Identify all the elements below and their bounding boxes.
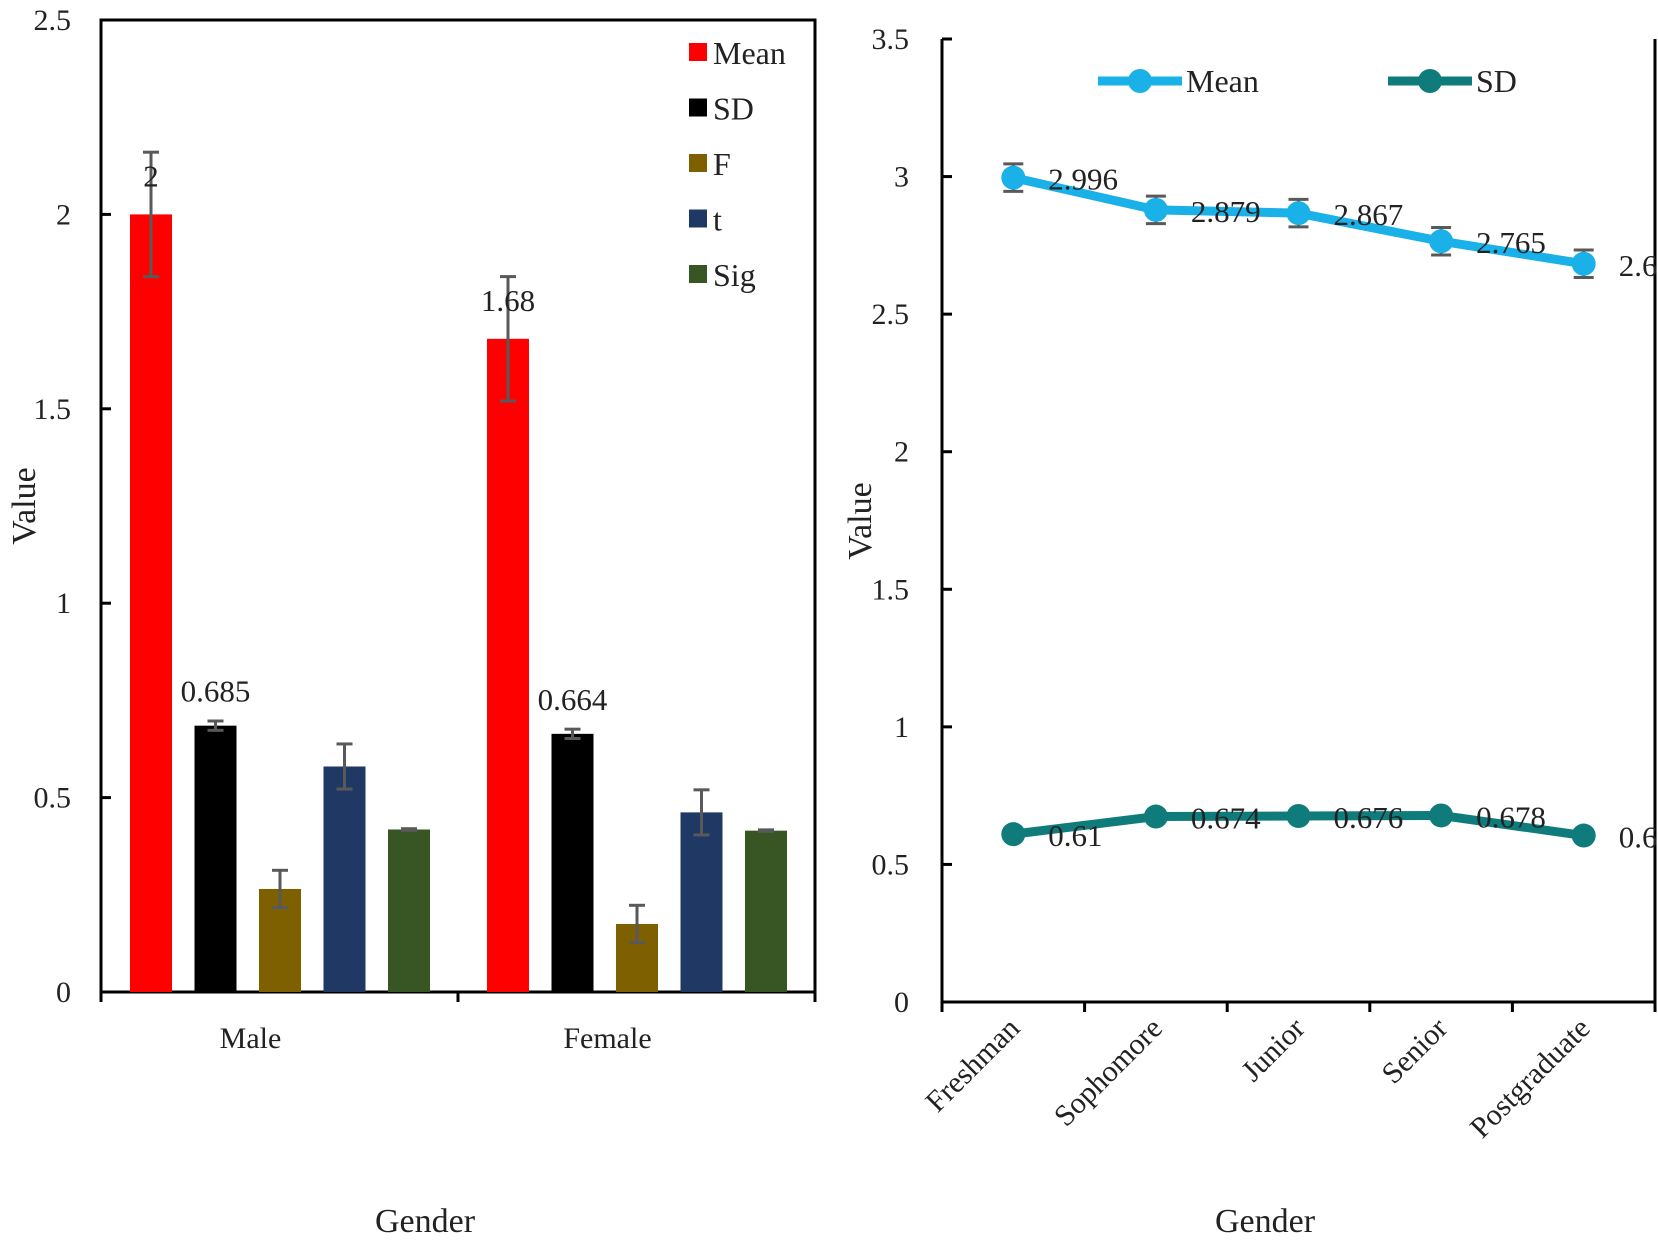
bar-sd-male [194, 725, 237, 992]
bar-chart-gender: 2 1.68 0.685 0.664 0 0.5 1 1.5 2 2.5 Male Female Gen… [6, 4, 817, 1240]
legend-swatch-f [689, 154, 707, 172]
data-label-mean-postgraduate: 2.683 [1619, 248, 1658, 283]
y-axis-title: Value [6, 467, 43, 544]
bar-sig-male [388, 829, 430, 992]
bar-mean-female [487, 338, 529, 992]
marker-sd-junior [1286, 804, 1311, 829]
data-label-mean-senior: 2.765 [1476, 225, 1546, 260]
marker-sd-freshman [1001, 822, 1026, 847]
legend-label-f: F [713, 146, 731, 182]
legend-label-mean: Mean [1186, 63, 1259, 99]
marker-mean-junior [1286, 201, 1311, 226]
y-tick-label: 0 [56, 976, 71, 1009]
data-label-sd-freshman: 0.61 [1048, 818, 1102, 853]
x-axis-title: Gender [1215, 1203, 1316, 1240]
marker-mean-sophomore [1143, 197, 1168, 222]
marker-sd-senior [1429, 803, 1454, 828]
legend-swatch-sig [689, 265, 707, 283]
y-tick-label: 0.5 [34, 782, 72, 815]
data-label-mean-freshman: 2.996 [1048, 162, 1118, 197]
legend-swatch-t [689, 209, 707, 228]
legend-swatch-mean [689, 43, 707, 61]
data-label-sd-sophomore: 0.674 [1191, 801, 1261, 836]
data-label-sd-female: 0.664 [538, 682, 608, 717]
y-tick-label: 2.5 [872, 298, 910, 331]
data-label-mean-male: 2 [143, 158, 159, 193]
data-label-sd-postgraduate: 0.605 [1619, 820, 1658, 855]
bar-mean-male [130, 214, 172, 992]
marker-mean-freshman [1001, 165, 1026, 190]
y-tick-label: 3.5 [872, 23, 910, 56]
y-tick-label: 0 [894, 986, 909, 1019]
y-tick-label: 2 [894, 436, 909, 469]
legend-label-sd: SD [1476, 63, 1517, 99]
x-tick-label-senior: Senior [1375, 1012, 1454, 1091]
legend-marker-sd [1418, 69, 1442, 93]
legend-label-sd: SD [713, 91, 754, 127]
data-label-mean-female: 1.68 [481, 283, 535, 318]
y-tick-label: 1.5 [34, 393, 72, 426]
legend-label-sig: Sig [713, 257, 756, 293]
legend-swatch-sd [689, 98, 707, 117]
bar-t-female [680, 812, 723, 992]
data-label-mean-sophomore: 2.879 [1191, 194, 1261, 229]
line-chart-grade: 0 0.5 1 1.5 2 2.5 3 3.5 Freshman Sophomore Junior S… [842, 23, 1658, 1240]
legend-marker-mean [1128, 69, 1152, 93]
data-label-sd-male: 0.685 [181, 674, 251, 709]
y-tick-label: 2.5 [34, 4, 72, 37]
x-tick-label-sophomore: Sophomore [1048, 1012, 1169, 1133]
y-tick-label: 3 [894, 161, 909, 194]
marker-mean-senior [1429, 229, 1454, 254]
x-tick-label-postgraduate: Postgraduate [1464, 1012, 1597, 1145]
legend-label-mean: Mean [713, 35, 786, 71]
y-tick-label: 0.5 [872, 848, 910, 881]
data-label-sd-senior: 0.678 [1476, 799, 1546, 834]
x-tick-label-male: Male [220, 1022, 282, 1055]
data-label-sd-junior: 0.676 [1334, 800, 1404, 835]
x-tick-label-junior: Junior [1235, 1012, 1311, 1088]
bar-t-male [323, 766, 366, 992]
y-tick-label: 2 [56, 198, 71, 231]
x-axis-title: Gender [375, 1203, 476, 1240]
x-tick-label-freshman: Freshman [919, 1012, 1026, 1119]
marker-sd-sophomore [1143, 804, 1168, 829]
legend-label-t: t [713, 202, 722, 238]
y-tick-label: 1 [894, 711, 909, 744]
marker-sd-postgraduate [1571, 823, 1596, 848]
x-tick-label-female: Female [563, 1022, 651, 1055]
marker-mean-postgraduate [1571, 251, 1596, 276]
data-label-mean-junior: 2.867 [1334, 197, 1404, 232]
y-tick-label: 1.5 [872, 573, 910, 606]
bar-sd-female [551, 733, 594, 992]
y-axis-title: Value [842, 482, 879, 559]
bar-sig-female [745, 830, 787, 992]
y-tick-label: 1 [56, 587, 71, 620]
